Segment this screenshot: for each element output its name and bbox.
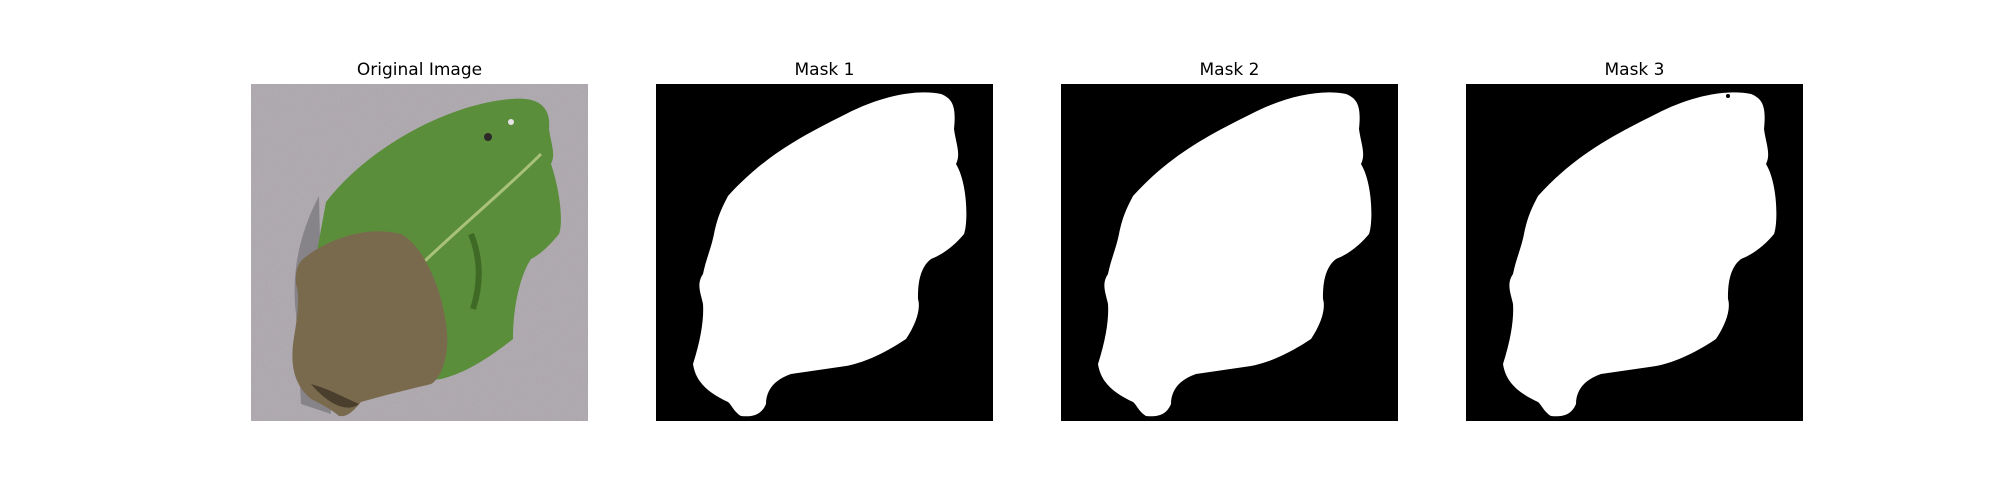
mask-foreground [1098,92,1372,417]
mask-foreground [1503,92,1777,417]
panel-title: Mask 2 [1199,60,1260,80]
mask-3-image [1466,84,1803,421]
panel-title: Mask 3 [1604,60,1665,80]
mask-speck [1726,94,1730,98]
panel-mask-1: Mask 1 [656,58,993,421]
mask-foreground [693,92,967,417]
original-leaf-image [251,84,588,421]
panel-mask-2: Mask 2 [1061,58,1398,421]
panel-mask-3: Mask 3 [1466,58,1803,421]
leaf-blight [292,231,448,417]
leaf-blight-edge [311,384,359,408]
panel-original-image: Original Image [251,58,588,421]
mask-2-image [1061,84,1398,421]
panel-title: Original Image [356,60,483,80]
panel-title: Mask 1 [794,60,855,80]
mask-1-image [656,84,993,421]
